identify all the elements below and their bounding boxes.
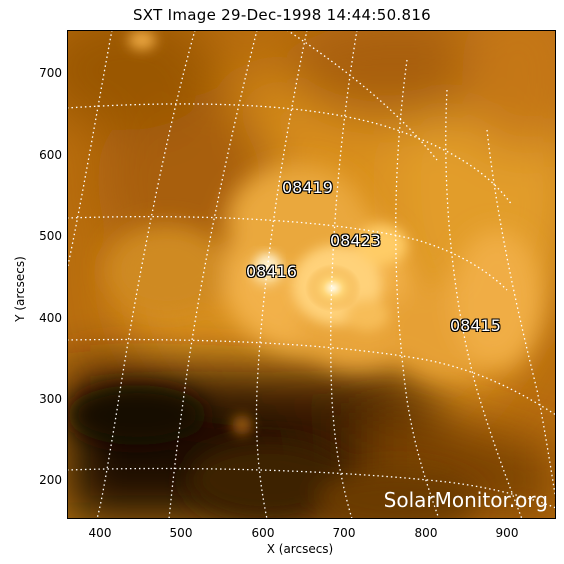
region-label: 08416 (246, 262, 297, 281)
region-label: 08415 (450, 316, 501, 335)
watermark: SolarMonitor.org (383, 488, 548, 512)
image-title: SXT Image 29-Dec-1998 14:44:50.816 (132, 6, 432, 24)
x-axis-label: X (arcsecs) (266, 542, 334, 556)
x-tick-label: 500 (169, 526, 193, 540)
flare-core (305, 264, 361, 312)
solar-image-svg (67, 30, 556, 519)
x-tick-label: 400 (88, 526, 112, 540)
y-tick-label: 500 (39, 229, 62, 243)
x-tick-label: 800 (414, 526, 438, 540)
region-label: 08423 (330, 231, 381, 250)
region-label: 08419 (282, 178, 333, 197)
y-tick-label: 700 (39, 66, 62, 80)
y-tick-label: 600 (39, 148, 62, 162)
y-tick-label: 400 (39, 311, 62, 325)
solar-xray-image (67, 30, 556, 519)
heliographic-grid (67, 30, 556, 519)
y-tick-label: 300 (39, 392, 62, 406)
x-tick-label: 900 (495, 526, 519, 540)
y-tick-label: 200 (39, 473, 62, 487)
y-axis-label: Y (arcsecs) (13, 256, 27, 322)
x-tick-label: 700 (332, 526, 356, 540)
x-tick-label: 600 (251, 526, 275, 540)
